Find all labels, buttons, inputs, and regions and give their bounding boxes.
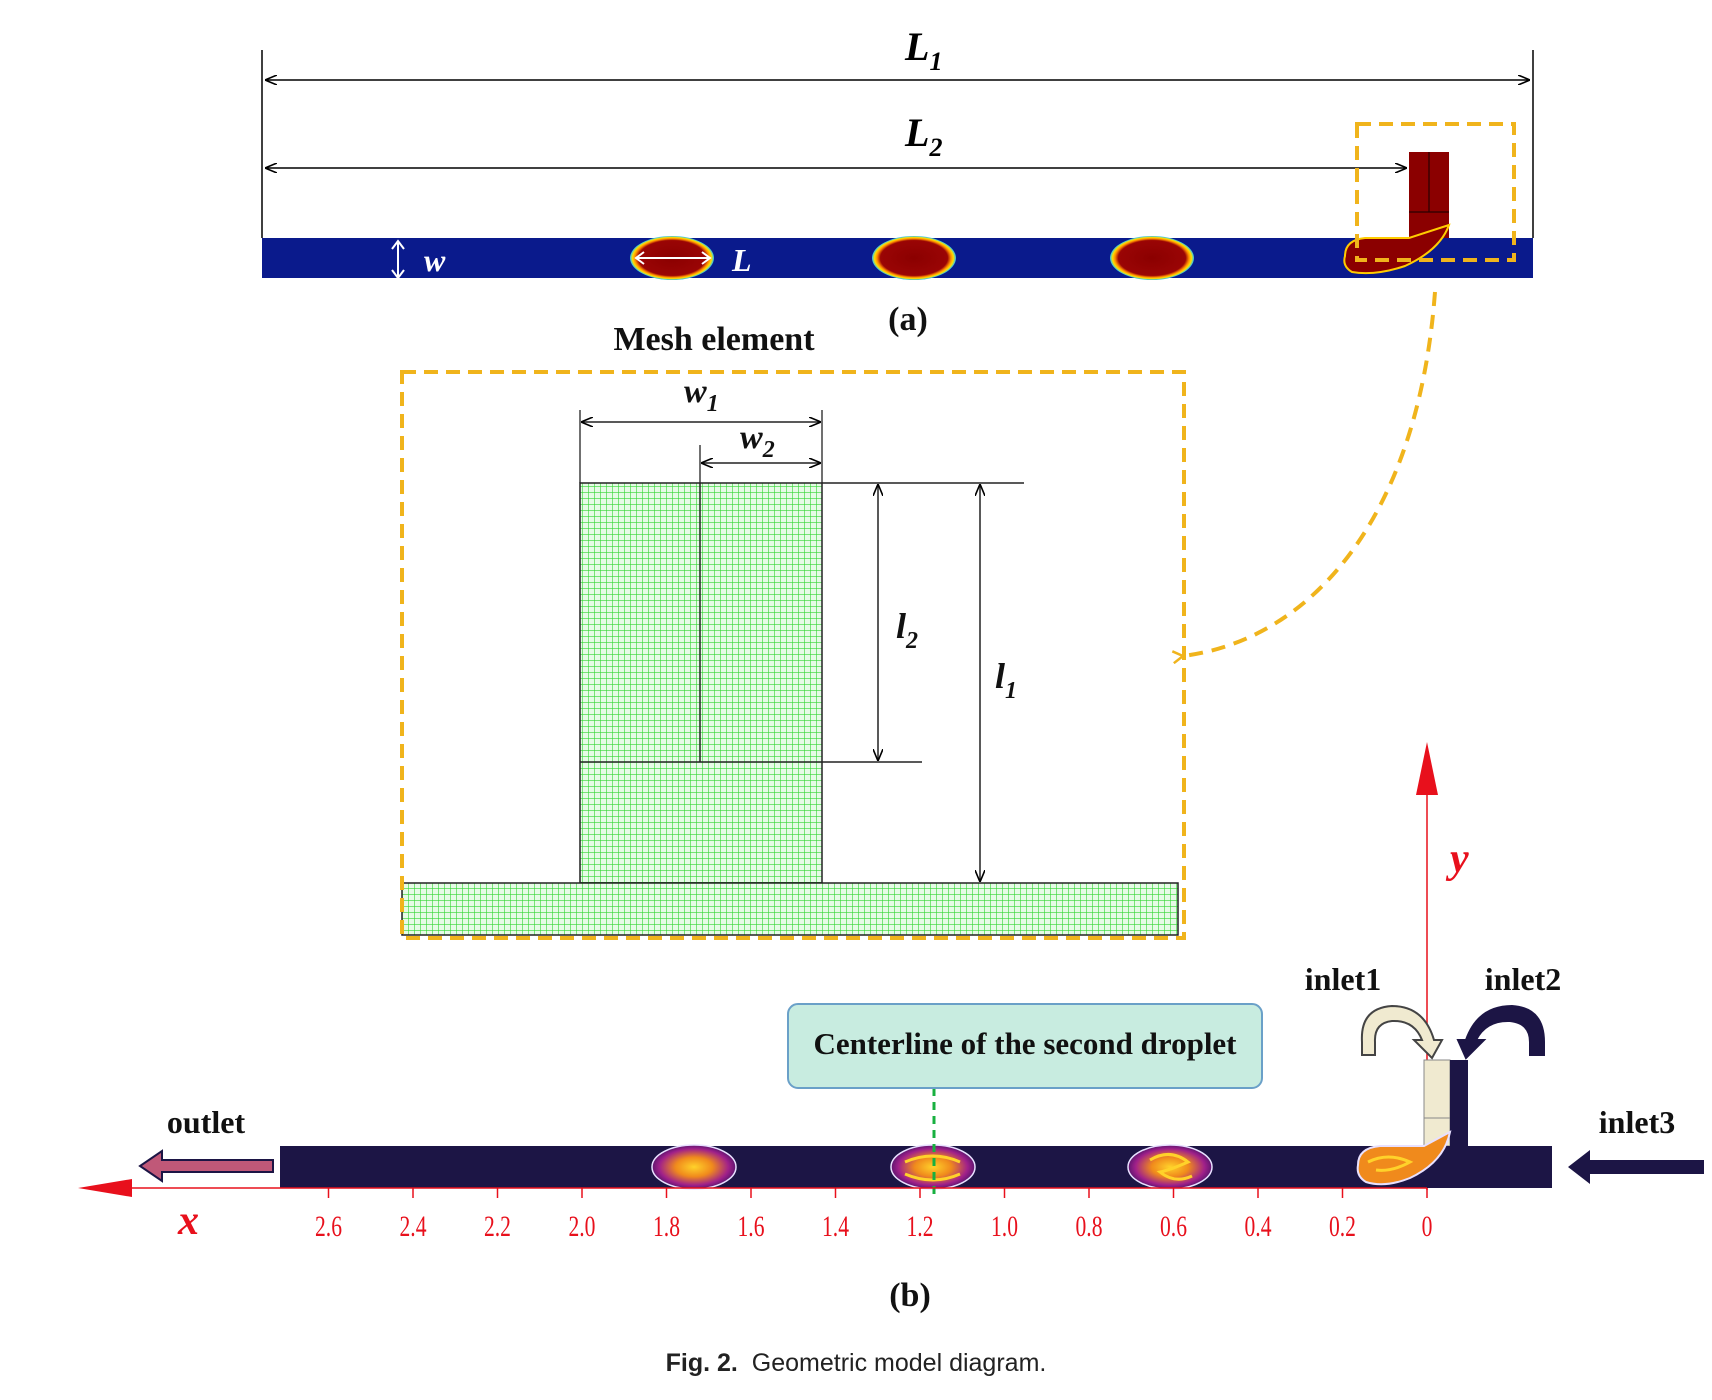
inlet3-arrow-icon xyxy=(1568,1150,1704,1184)
x-tick-label: 1.6 xyxy=(738,1210,765,1243)
inlet2-arrow-icon xyxy=(1456,1004,1545,1060)
x-tick-label: 2.0 xyxy=(569,1210,596,1243)
x-tick-label: 1.0 xyxy=(991,1210,1018,1243)
x-axis-label: x xyxy=(177,1198,199,1244)
x-tick-label: 2.6 xyxy=(315,1210,342,1243)
inlet2-channel xyxy=(1450,1060,1468,1146)
x-tick-label: 1.4 xyxy=(822,1210,849,1243)
zoom-highlight-box xyxy=(1355,122,1516,262)
mesh-horizontal-channel xyxy=(401,882,1179,936)
dimension-w-label: w xyxy=(424,242,446,278)
l1-label: l1 xyxy=(995,656,1017,704)
y-axis-arrowhead xyxy=(1416,742,1438,795)
mesh-title: Mesh element xyxy=(613,321,815,358)
forming-droplet-b-swirl xyxy=(1367,1155,1414,1172)
panel-a: L1 L2 w L (a) xyxy=(261,24,1534,338)
inlet1-arrow-icon xyxy=(1360,1004,1444,1060)
mesh-panel: Mesh element w1 w2 l2 l1 xyxy=(400,321,1186,940)
inlet2-label: inlet2 xyxy=(1485,961,1561,997)
w2-label: w2 xyxy=(740,419,775,463)
mesh-vertical-branch xyxy=(579,482,823,884)
x-tick-label: 0.6 xyxy=(1160,1210,1187,1243)
droplet-b-3-swirl xyxy=(1149,1153,1193,1181)
x-tick-label: 0.8 xyxy=(1076,1210,1103,1243)
figure-caption: Fig. 2. Geometric model diagram. xyxy=(0,1349,1712,1378)
x-axis-ticks: 2.6 2.4 2.2 2.0 1.8 1.6 1.4 1.2 1.0 0.8 0.6 0.4 0.2 0 xyxy=(315,1188,1432,1243)
caption-fig-label: Fig. 2. xyxy=(665,1349,738,1377)
droplet-a-2 xyxy=(872,236,956,280)
dimension-L2-label: L2 xyxy=(904,110,942,162)
outlet-label: outlet xyxy=(167,1104,246,1140)
dimension-L1-label: L1 xyxy=(904,24,942,76)
droplet-a-3 xyxy=(1110,236,1194,280)
droplet-b-3 xyxy=(1127,1144,1213,1190)
panel-a-label: (a) xyxy=(888,301,928,338)
panel-b-label: (b) xyxy=(889,1277,931,1314)
x-tick-label: 1.2 xyxy=(907,1210,934,1243)
inlet3-label: inlet3 xyxy=(1599,1104,1675,1140)
outlet-arrow-icon xyxy=(138,1149,274,1183)
x-tick-label: 1.8 xyxy=(653,1210,680,1243)
x-tick-label: 0.2 xyxy=(1329,1210,1356,1243)
dimension-L-label: L xyxy=(731,242,752,278)
inlet1-label: inlet1 xyxy=(1305,961,1381,997)
mesh-detail-frame xyxy=(400,370,1186,940)
caption-text: Geometric model diagram. xyxy=(751,1349,1047,1377)
x-tick-label: 2.2 xyxy=(484,1210,511,1243)
x-tick-label: 0.4 xyxy=(1245,1210,1272,1243)
dimension-L-arrowheads xyxy=(634,251,712,265)
l2-label: l2 xyxy=(896,606,918,654)
x-tick-label: 2.4 xyxy=(400,1210,427,1243)
droplet-b-1 xyxy=(651,1144,737,1190)
panel-b: y inlet1 inlet2 inlet3 outlet Centerline xyxy=(78,742,1704,1314)
centerline-callout-box xyxy=(787,1003,1263,1089)
x-tick-label: 0 xyxy=(1422,1210,1433,1243)
centerline-callout-text: Centerline of the second droplet xyxy=(813,1026,1237,1061)
dimension-w-arrowheads xyxy=(391,239,405,280)
x-axis-arrowhead xyxy=(78,1179,132,1197)
y-axis-label: y xyxy=(1445,836,1469,882)
w1-label: w1 xyxy=(684,373,719,417)
zoom-connector xyxy=(1183,291,1437,656)
